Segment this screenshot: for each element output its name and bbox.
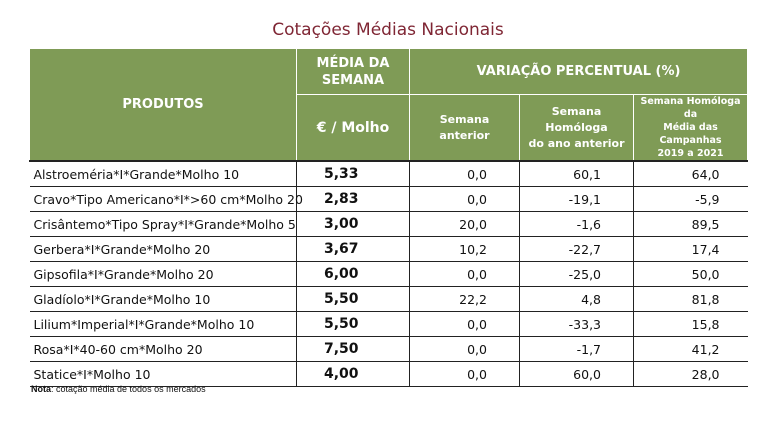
- header-avg-week: MÉDIA DA SEMANA: [296, 48, 410, 95]
- var-prev-week: 0,0: [409, 336, 520, 362]
- header-avg-week-line2: SEMANA: [321, 72, 385, 88]
- var-homologous-prev-year: -25,0: [519, 261, 634, 287]
- header-prev-week: Semana anterior: [409, 94, 520, 162]
- var-homologous-prev-year: -19,1: [519, 186, 634, 212]
- header-variation: VARIAÇÃO PERCENTUAL (%): [408, 48, 749, 95]
- var-homologous-prev-year: 4,8: [519, 286, 634, 312]
- table-row: Crisântemo*Tipo Spray*I*Grande*Molho 5 3…: [29, 211, 748, 237]
- product-name: Rosa*I*40-60 cm*Molho 20: [29, 336, 297, 362]
- var-homologous-campaigns: 89,5: [633, 211, 748, 237]
- avg-price: 5,50: [296, 286, 410, 312]
- footnote-label: Nota: [31, 384, 51, 394]
- avg-price: 4,00: [296, 361, 410, 387]
- product-name: Gladíolo*I*Grande*Molho 10: [29, 286, 297, 312]
- var-homologous-campaigns: 17,4: [633, 236, 748, 262]
- page-title: Cotações Médias Nacionais: [272, 20, 504, 40]
- table-row: Statice*I*Molho 10 4,00 0,0 60,0 28,0: [29, 361, 748, 387]
- avg-price: 2,83: [296, 186, 410, 212]
- var-homologous-prev-year: -1,6: [519, 211, 634, 237]
- avg-price: 7,50: [296, 336, 410, 362]
- product-name: Statice*I*Molho 10: [29, 361, 297, 387]
- var-prev-week: 20,0: [409, 211, 520, 237]
- avg-price: 5,33: [296, 160, 410, 187]
- var-prev-week: 0,0: [409, 361, 520, 387]
- product-name: Gipsofila*I*Grande*Molho 20: [29, 261, 297, 287]
- var-homologous-campaigns: 50,0: [633, 261, 748, 287]
- var-homologous-campaigns: 15,8: [633, 311, 748, 337]
- header-homologous-campaigns: Semana Homóloga da Média das Campanhas 2…: [632, 94, 749, 162]
- avg-price: 3,67: [296, 236, 410, 262]
- header-prev-week-line2: anterior: [439, 128, 490, 142]
- table-row: Rosa*I*40-60 cm*Molho 20 7,50 0,0 -1,7 4…: [29, 336, 748, 362]
- header-campaign-line2: Média das Campanhas: [659, 122, 722, 146]
- footnote: Nota: cotação média de todos os mercados: [31, 384, 206, 394]
- var-prev-week: 0,0: [409, 160, 520, 187]
- avg-price: 6,00: [296, 261, 410, 287]
- var-homologous-campaigns: 64,0: [633, 160, 748, 187]
- table-row: Alstroeméria*I*Grande*Molho 10 5,33 0,0 …: [29, 160, 748, 187]
- table-row: Cravo*Tipo Americano*I*>60 cm*Molho 20 2…: [29, 186, 748, 212]
- var-homologous-campaigns: -5,9: [633, 186, 748, 212]
- header-unit: € / Molho: [296, 94, 410, 162]
- var-prev-week: 0,0: [409, 311, 520, 337]
- table-row: Lilium*Imperial*I*Grande*Molho 10 5,50 0…: [29, 311, 748, 337]
- var-prev-week: 0,0: [409, 186, 520, 212]
- header-homologous-line2: do ano anterior: [528, 136, 625, 150]
- header-avg-week-line1: MÉDIA DA: [316, 55, 390, 71]
- avg-price: 3,00: [296, 211, 410, 237]
- product-name: Crisântemo*Tipo Spray*I*Grande*Molho 5: [29, 211, 297, 237]
- var-prev-week: 22,2: [409, 286, 520, 312]
- var-homologous-campaigns: 81,8: [633, 286, 748, 312]
- table-row: Gladíolo*I*Grande*Molho 10 5,50 22,2 4,8…: [29, 286, 748, 312]
- product-name: Gerbera*I*Grande*Molho 20: [29, 236, 297, 262]
- product-name: Cravo*Tipo Americano*I*>60 cm*Molho 20: [29, 186, 303, 212]
- header-campaign-line3: 2019 a 2021: [657, 148, 724, 159]
- product-name: Alstroeméria*I*Grande*Molho 10: [29, 160, 297, 187]
- var-prev-week: 10,2: [409, 236, 520, 262]
- var-homologous-prev-year: -33,3: [519, 311, 634, 337]
- header-homologous-prev-year: Semana Homóloga do ano anterior: [519, 94, 634, 162]
- header-campaign-line1: Semana Homóloga da: [640, 96, 741, 120]
- product-name: Lilium*Imperial*I*Grande*Molho 10: [29, 311, 297, 337]
- var-homologous-prev-year: 60,0: [519, 361, 634, 387]
- avg-price: 5,50: [296, 311, 410, 337]
- header-products: PRODUTOS: [29, 48, 297, 162]
- var-homologous-prev-year: -1,7: [519, 336, 634, 362]
- quotes-table: PRODUTOS MÉDIA DA SEMANA VARIAÇÃO PERCEN…: [29, 48, 749, 387]
- var-homologous-campaigns: 41,2: [633, 336, 748, 362]
- header-homologous-line1: Semana Homóloga: [545, 104, 608, 134]
- footnote-text: : cotação média de todos os mercados: [51, 384, 206, 394]
- table-row: Gerbera*I*Grande*Molho 20 3,67 10,2 -22,…: [29, 236, 748, 262]
- var-homologous-prev-year: 60,1: [519, 160, 634, 187]
- var-homologous-campaigns: 28,0: [633, 361, 748, 387]
- table-row: Gipsofila*I*Grande*Molho 20 6,00 0,0 -25…: [29, 261, 748, 287]
- header-prev-week-line1: Semana: [439, 112, 490, 126]
- var-prev-week: 0,0: [409, 261, 520, 287]
- var-homologous-prev-year: -22,7: [519, 236, 634, 262]
